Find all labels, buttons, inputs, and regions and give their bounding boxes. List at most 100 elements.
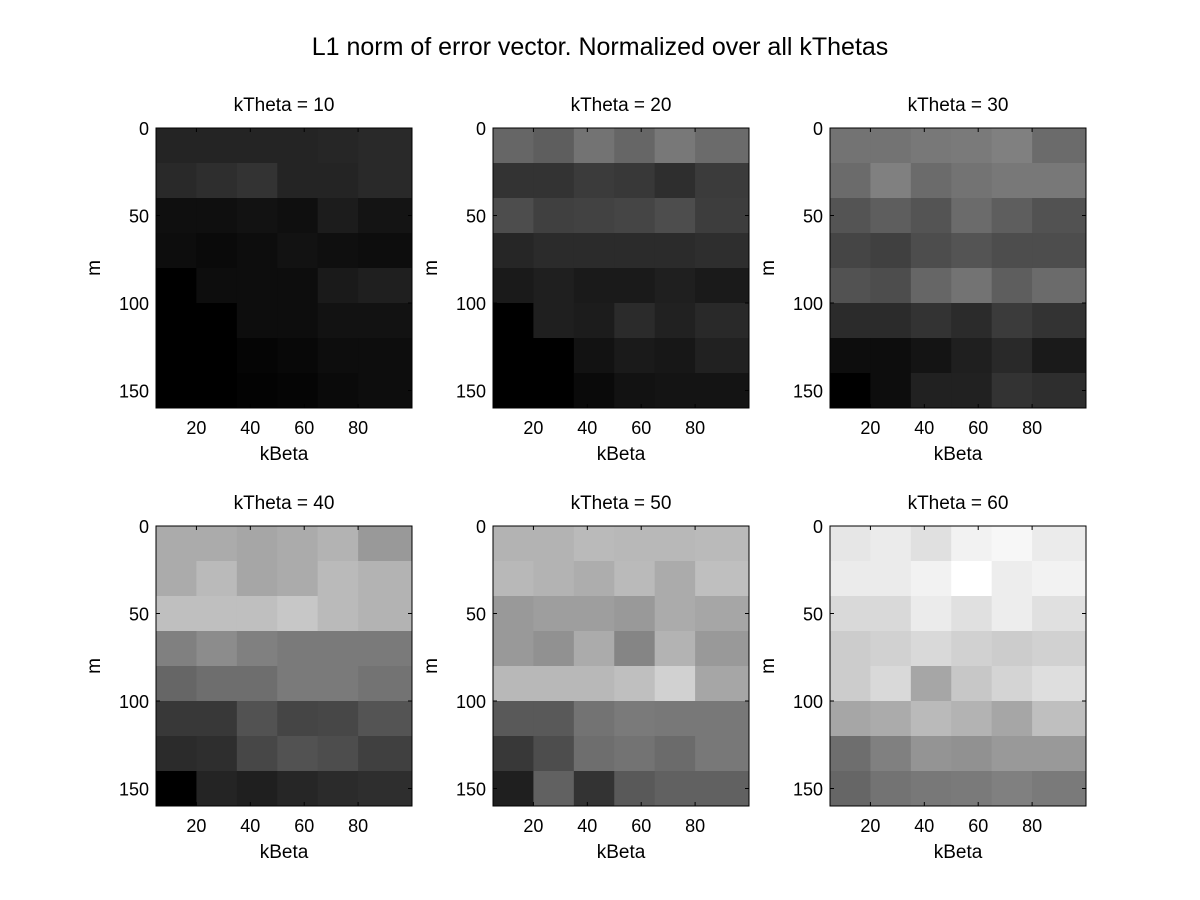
heatmap-cell (654, 268, 696, 304)
heatmap-cell (493, 631, 534, 667)
heatmap-cell (493, 701, 534, 737)
x-tick-label: 60 (968, 816, 988, 836)
heatmap-cell (614, 128, 656, 164)
heatmap-cell (573, 526, 615, 562)
heatmap-cell (277, 233, 319, 269)
heatmap-cell (277, 526, 319, 562)
heatmap-cell (951, 701, 993, 737)
heatmap-cell (951, 666, 993, 702)
x-tick-label: 20 (860, 816, 880, 836)
subplot-title: kTheta = 40 (234, 493, 335, 514)
heatmap-cell (573, 373, 615, 409)
heatmap-cell (830, 596, 871, 632)
x-tick-label: 80 (1022, 418, 1042, 438)
heatmap-cell (573, 268, 615, 304)
heatmap-cell (830, 163, 871, 199)
heatmap-cell (910, 303, 952, 339)
axes-box (492, 525, 750, 807)
x-tick-label: 40 (914, 418, 934, 438)
x-tick-label: 20 (860, 418, 880, 438)
heatmap-cell (830, 631, 871, 667)
y-tick-label: 100 (456, 692, 486, 712)
heatmap-cell (573, 701, 615, 737)
heatmap-cell (654, 526, 696, 562)
y-axis-label: m (84, 260, 105, 276)
heatmap-cell (196, 771, 238, 807)
heatmap-cell (614, 561, 656, 597)
y-tick-label: 0 (139, 119, 149, 139)
heatmap-cell (654, 163, 696, 199)
heatmap-cell (991, 163, 1033, 199)
heatmap-cell (910, 561, 952, 597)
heatmap-cell (156, 736, 197, 772)
heatmap-cell (493, 561, 534, 597)
heatmap-cell (910, 128, 952, 164)
heatmap-cell (870, 373, 912, 409)
heatmap-cell (236, 736, 278, 772)
heatmap-cell (695, 163, 750, 199)
heatmap-cell (910, 631, 952, 667)
x-axis-label: kBeta (934, 444, 983, 465)
heatmap-cell (654, 631, 696, 667)
heatmap-cell (156, 128, 197, 164)
heatmap-cell (573, 163, 615, 199)
heatmap-cell (156, 561, 197, 597)
x-tick-label: 40 (914, 816, 934, 836)
heatmap-cell (910, 233, 952, 269)
heatmap-cell (654, 303, 696, 339)
heatmap-cell (830, 303, 871, 339)
heatmap-cell (991, 128, 1033, 164)
heatmap-cell (156, 596, 197, 632)
y-tick-label: 150 (793, 780, 823, 800)
x-axis-label: kBeta (260, 444, 309, 465)
heatmap-cell (196, 596, 238, 632)
x-tick-label: 60 (294, 816, 314, 836)
heatmap-cell (830, 268, 871, 304)
x-tick-label: 60 (631, 418, 651, 438)
heatmap-cell (1032, 526, 1087, 562)
heatmap-cell (196, 303, 238, 339)
heatmap-cell (196, 631, 238, 667)
heatmap-cell (236, 128, 278, 164)
subplot-title: kTheta = 60 (908, 493, 1009, 514)
heatmap-cell (156, 526, 197, 562)
heatmap-cell (870, 128, 912, 164)
heatmap-cell (277, 268, 319, 304)
heatmap-cell (695, 701, 750, 737)
heatmap-cell (156, 771, 197, 807)
heatmap-cell (1032, 701, 1087, 737)
heatmap-cell (614, 631, 656, 667)
subplot-4: kTheta = 40 20 40 60 80 0 50 100 150 kBeta m (84, 493, 413, 863)
heatmap-cell (951, 198, 993, 234)
heatmap-cell (573, 666, 615, 702)
heatmap-cell (358, 163, 413, 199)
x-tick-label: 40 (240, 816, 260, 836)
heatmap-cell (614, 338, 656, 374)
heatmap-cell (533, 771, 575, 807)
heatmap-cell (317, 736, 359, 772)
heatmap-cell (573, 631, 615, 667)
heatmap-cell (533, 561, 575, 597)
heatmap-cell (156, 198, 197, 234)
heatmap-cell (156, 163, 197, 199)
heatmap-cell (991, 233, 1033, 269)
heatmap-cell (156, 233, 197, 269)
heatmap-cells (156, 526, 413, 807)
heatmap-cell (614, 701, 656, 737)
heatmap-cell (830, 198, 871, 234)
heatmap-cell (830, 526, 871, 562)
heatmap-cell (358, 666, 413, 702)
heatmap-cell (533, 338, 575, 374)
x-tick-label: 60 (968, 418, 988, 438)
heatmap-cell (236, 631, 278, 667)
heatmap-cell (991, 596, 1033, 632)
y-tick-label: 50 (803, 207, 823, 227)
heatmap-cell (573, 233, 615, 269)
heatmap-cell (654, 233, 696, 269)
heatmap-cell (1032, 596, 1087, 632)
axes-box (829, 127, 1087, 409)
heatmap-cell (277, 736, 319, 772)
axes-box (155, 525, 413, 807)
heatmap-cell (573, 338, 615, 374)
x-tick-label: 20 (186, 816, 206, 836)
